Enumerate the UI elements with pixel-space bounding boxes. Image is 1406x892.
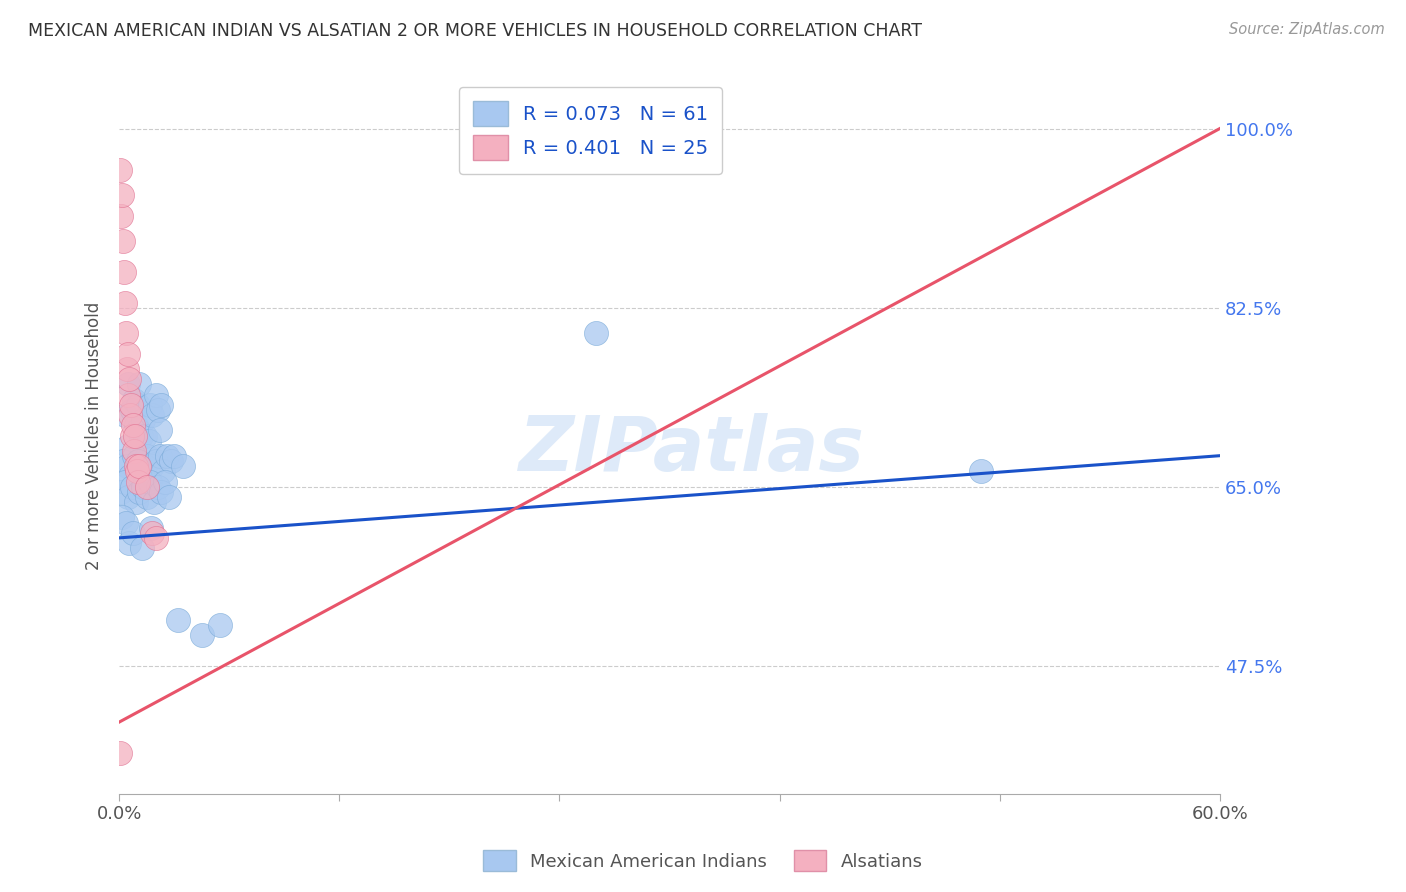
Point [134, 459, 156, 474]
Point [141, 408, 163, 422]
Point [128, 484, 150, 499]
Point [122, 443, 145, 458]
Point [138, 475, 160, 489]
Text: Source: ZipAtlas.com: Source: ZipAtlas.com [1229, 22, 1385, 37]
Point [117, 439, 139, 453]
Point [125, 464, 148, 478]
Point [128, 377, 150, 392]
Point [152, 464, 174, 478]
Point [117, 347, 139, 361]
Point [135, 480, 157, 494]
Point [172, 459, 194, 474]
Point [150, 484, 173, 499]
Point [121, 403, 143, 417]
Point [122, 392, 145, 407]
Point [118, 536, 141, 550]
Point [117, 387, 139, 401]
Point [117, 490, 139, 504]
Point [141, 459, 163, 474]
Point [110, 484, 132, 499]
Point [135, 449, 157, 463]
Point [143, 495, 166, 509]
Point [138, 434, 160, 448]
Point [120, 469, 142, 483]
Point [159, 454, 181, 468]
Point [117, 377, 139, 392]
Point [129, 464, 152, 478]
Point [131, 541, 153, 555]
Point [129, 428, 152, 442]
Point [209, 618, 232, 632]
Point [122, 525, 145, 540]
Point [146, 403, 169, 417]
Point [125, 495, 148, 509]
Point [122, 449, 145, 463]
Legend: R = 0.073   N = 61, R = 0.401   N = 25: R = 0.073 N = 61, R = 0.401 N = 25 [460, 87, 723, 174]
Point [146, 480, 169, 494]
Point [114, 516, 136, 530]
Point [191, 628, 214, 642]
Point [120, 408, 142, 422]
Point [163, 449, 186, 463]
Point [118, 372, 141, 386]
Point [120, 398, 142, 412]
Point [128, 459, 150, 474]
Point [122, 418, 145, 433]
Point [141, 525, 163, 540]
Point [121, 480, 143, 494]
Point [132, 413, 155, 427]
Point [153, 475, 176, 489]
Point [145, 387, 167, 401]
Point [125, 459, 148, 474]
Point [139, 475, 162, 489]
Point [150, 398, 173, 412]
Point [108, 746, 131, 760]
Point [124, 428, 146, 442]
Point [114, 295, 136, 310]
Point [115, 362, 138, 376]
Point [141, 521, 163, 535]
Y-axis label: 2 or more Vehicles in Household: 2 or more Vehicles in Household [86, 301, 103, 570]
Point [127, 454, 149, 468]
Point [111, 188, 134, 202]
Point [114, 326, 136, 341]
Point [112, 265, 135, 279]
Point [108, 162, 131, 177]
Point [167, 613, 190, 627]
Point [145, 454, 167, 468]
Point [132, 480, 155, 494]
Point [145, 531, 167, 545]
Point [149, 449, 172, 463]
Legend: Mexican American Indians, Alsatians: Mexican American Indians, Alsatians [475, 843, 931, 879]
Point [157, 490, 180, 504]
Point [127, 398, 149, 412]
Point [114, 475, 136, 489]
Point [135, 490, 157, 504]
Text: MEXICAN AMERICAN INDIAN VS ALSATIAN 2 OR MORE VEHICLES IN HOUSEHOLD CORRELATION : MEXICAN AMERICAN INDIAN VS ALSATIAN 2 OR… [28, 22, 922, 40]
Point [111, 510, 134, 524]
Point [127, 424, 149, 438]
Point [127, 475, 149, 489]
Point [134, 428, 156, 442]
Point [156, 449, 179, 463]
Point [139, 398, 162, 412]
Point [111, 234, 134, 248]
Point [111, 454, 134, 468]
Point [114, 408, 136, 422]
Point [110, 209, 132, 223]
Point [149, 424, 172, 438]
Text: ZIPatlas: ZIPatlas [519, 413, 865, 487]
Point [115, 459, 138, 474]
Point [125, 418, 148, 433]
Point [970, 464, 993, 478]
Point [121, 428, 143, 442]
Point [585, 326, 607, 341]
